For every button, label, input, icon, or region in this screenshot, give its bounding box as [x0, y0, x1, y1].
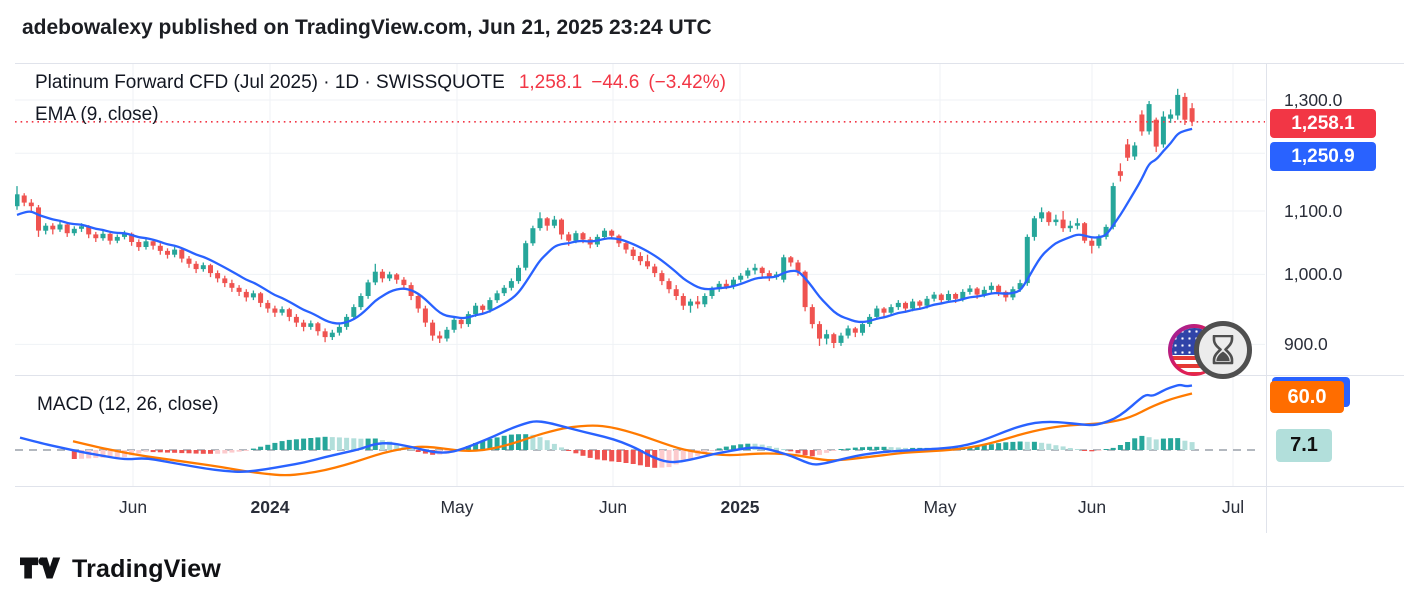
last-price: 1,258.1 [518, 72, 583, 93]
time-axis-label: 2025 [720, 497, 760, 517]
price-axis-label: 1,300.0 [1284, 90, 1343, 110]
time-axis-label: May [923, 497, 957, 517]
price-axis-label: 1,100.0 [1284, 201, 1343, 221]
published-line: adebowalexy published on TradingView.com… [22, 16, 712, 39]
time-axis-separator [15, 486, 1404, 487]
price-change: −44.6 [591, 72, 640, 93]
brand-name: TradingView [72, 554, 222, 583]
tradingview-footer[interactable]: TradingView [20, 554, 221, 584]
time-axis-label: Jun [118, 497, 148, 517]
macd-signal-line [72, 392, 1193, 477]
time-axis-label: Jun [598, 497, 628, 517]
chart-legend[interactable]: Platinum Forward CFD (Jul 2025) · 1D · S… [35, 72, 726, 94]
ema-indicator-label[interactable]: EMA (9, close) [35, 104, 159, 125]
symbol-title[interactable]: Platinum Forward CFD (Jul 2025) · 1D · S… [35, 72, 505, 93]
last-price-badge: 1,258.1 [1270, 109, 1376, 138]
chart-top-border [15, 63, 1404, 64]
macd-indicator-label[interactable]: MACD (12, 26, close) [37, 394, 219, 415]
price-axis-label: 900.0 [1284, 334, 1328, 354]
time-axis-label: May [440, 497, 474, 517]
price-axis-separator [1266, 63, 1267, 533]
price-change-pct: (−3.42%) [648, 72, 726, 93]
time-axis-label: 2024 [250, 497, 290, 517]
candles-layer [15, 88, 1195, 349]
time-axis-label: Jul [1221, 497, 1245, 517]
macd-line [19, 383, 1193, 473]
pane-separator[interactable] [15, 375, 1404, 376]
hourglass-icon [1194, 321, 1252, 379]
ema-value-badge: 1,250.9 [1270, 142, 1376, 171]
author-avatar[interactable] [1168, 321, 1252, 379]
grid-lines [15, 64, 1265, 486]
time-axis-label: Jun [1077, 497, 1107, 517]
price-axis-label: 1,000.0 [1284, 264, 1343, 284]
macd-histogram [71, 434, 1195, 468]
macd-hist-value-badge: 7.1 [1276, 429, 1332, 462]
macd-signal-value-badge: 60.0 [1270, 381, 1344, 413]
ema-line [16, 127, 1193, 325]
tradingview-logo-icon [20, 557, 61, 579]
